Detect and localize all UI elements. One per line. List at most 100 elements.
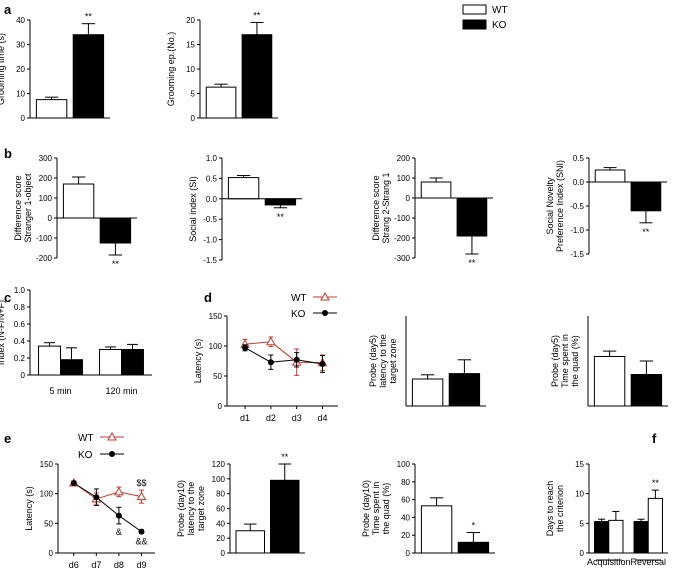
b4-bar-wt (594, 169, 626, 183)
e1-xtick-label: d8 (114, 560, 124, 570)
c1-bar-wt (99, 349, 122, 376)
e-legend-marker-wt (107, 431, 117, 441)
e1-ytick-label: 50 (44, 519, 53, 528)
e2-ytick-label: 80 (216, 490, 225, 499)
b3-bar-ko (456, 197, 488, 237)
d2-ylabel: latency to the (378, 334, 388, 388)
b2-ytick-label: 1.0 (206, 154, 218, 163)
b3-ytick-label: 200 (397, 154, 411, 163)
c1-bar-ko (60, 359, 83, 376)
d1-line-wt (245, 341, 323, 364)
e3-ytick-label: 20 (401, 531, 410, 540)
e2-ytick-label: 20 (216, 534, 225, 543)
legend-label-wt: WT (492, 5, 508, 16)
b1-ylabel: Stranger 1-object (23, 173, 33, 243)
b4-bar-ko (630, 181, 662, 212)
d-legend-label-wt: WT (291, 293, 307, 304)
c1-category-label: 5 min (49, 386, 71, 396)
b2-ytick-label: 0.5 (206, 174, 218, 183)
e-legend-label-wt: WT (78, 433, 94, 444)
e2-bar-ko (270, 479, 300, 554)
legend-swatch-wt (462, 4, 487, 15)
a2-significance: ** (253, 10, 261, 20)
b4-ytick-label: 0.5 (573, 154, 585, 163)
b4-ylabel: Social Novelty (545, 177, 555, 235)
e3-bar-ko (457, 541, 490, 554)
b1-ytick-label: -200 (36, 254, 53, 263)
f1-ytick-label: 0 (580, 549, 585, 558)
a1-bar-ko (72, 34, 105, 119)
b2-ytick-label: -1.5 (203, 256, 217, 265)
f1-category-label: Acquisition (587, 557, 631, 567)
d1-point-wt (266, 336, 276, 346)
a1-ytick-label: 0 (21, 114, 26, 123)
e-legend-label-ko: KO (78, 450, 93, 461)
e2-ytick-label: 120 (212, 460, 226, 469)
f1-bar-ko (594, 521, 610, 554)
b3-bar-wt (420, 181, 452, 199)
f1-ylabel: the criterion (555, 485, 565, 532)
a2-bar-wt (205, 86, 237, 119)
e1-line-ko (73, 482, 142, 533)
e3-ylabel: the quad (%) (381, 483, 391, 535)
f1-ylabel: Days to reach (545, 481, 555, 537)
e3-ytick-label: 100 (397, 460, 411, 469)
e1-point-wt (114, 486, 124, 496)
b1-ytick-label: -100 (36, 234, 53, 243)
panel-letter-d: d (204, 290, 212, 305)
c1-ytick-label: 0 (21, 371, 26, 380)
e1-ytick-label: 0 (49, 549, 54, 558)
a2-bar-ko (241, 34, 273, 119)
c1-ytick-label: 1.0 (14, 286, 26, 295)
f1-category-label: Reversal (630, 557, 666, 567)
e3-significance: * (472, 521, 476, 531)
d3-bar-ko (630, 374, 663, 407)
c1-ytick-label: 0.8 (14, 303, 26, 312)
panel-letter-b: b (4, 146, 12, 161)
b2-ytick-label: 0.0 (206, 195, 218, 204)
b3-ytick-label: 100 (397, 174, 411, 183)
e2-ytick-label: 60 (216, 505, 225, 514)
e1-ylabel: Latency (s) (24, 486, 34, 531)
b3-significance: ** (468, 258, 476, 268)
e3-ytick-label: 40 (401, 513, 410, 522)
b2-bar-wt (227, 177, 260, 200)
a1-ytick-label: 30 (16, 41, 25, 50)
e2-ylabel: Probe (day10) (176, 480, 186, 537)
b3-ylabel: Difference score (371, 175, 381, 240)
a1-significance: ** (85, 12, 93, 22)
d1-line-ko (244, 347, 323, 365)
c1-ytick-label: 0.6 (14, 320, 26, 329)
c1-category-label: 120 min (105, 386, 137, 396)
b3-ytick-label: -300 (394, 254, 411, 263)
a2-ytick-label: 0 (191, 114, 196, 123)
d1-ytick-label: 50 (213, 372, 222, 381)
d3-ylabel: the quad (%) (570, 335, 580, 387)
b3-ylabel: Strang 2-Strang 1 (381, 172, 391, 243)
e1-line-wt (73, 482, 142, 500)
e2-bar-wt (235, 530, 265, 554)
d1-xtick-label: d4 (318, 413, 328, 423)
f1-significance: ** (652, 478, 660, 488)
d1-xtick-label: d2 (266, 413, 276, 423)
e3-ytick-label: 60 (401, 496, 410, 505)
d-legend-marker-wt (320, 291, 330, 301)
d1-point-ko (242, 344, 249, 351)
b1-ytick-label: 100 (39, 194, 53, 203)
b4-ytick-label: 0.0 (573, 178, 585, 187)
panel-letter-f: f (652, 431, 657, 446)
b4-ytick-label: -0.5 (570, 202, 584, 211)
e1-xtick-label: d6 (69, 560, 79, 570)
a2-ytick-label: 5 (191, 90, 196, 99)
b4-significance: ** (642, 227, 650, 237)
e1-annotation: $$ (136, 478, 146, 488)
b1-ytick-label: 200 (39, 174, 53, 183)
b4-ytick-label: -1.5 (570, 250, 584, 259)
a2-ytick-label: 20 (186, 16, 195, 25)
a2-ytick-label: 10 (186, 65, 195, 74)
d3-ylabel: Time spent in (560, 334, 570, 388)
d3-ylabel: Probe (day5) (550, 335, 560, 387)
a1-ytick-label: 10 (16, 90, 25, 99)
e1-ytick-label: 100 (40, 490, 54, 499)
